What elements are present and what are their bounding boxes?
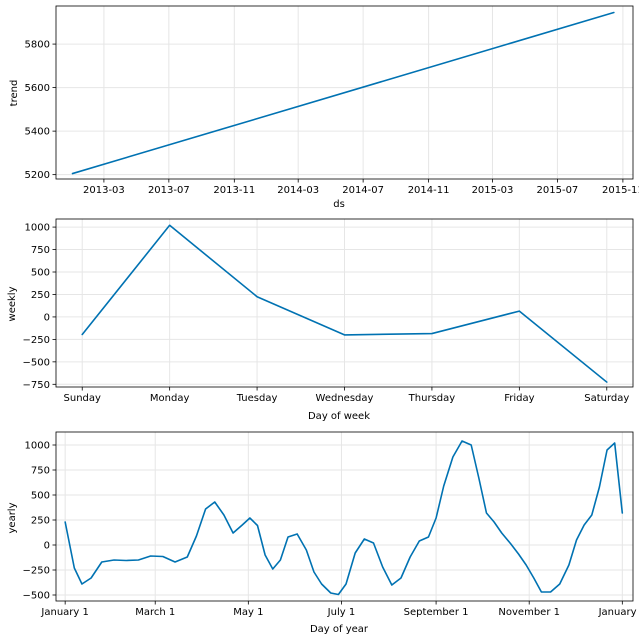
yearly-x-ticks: January 1 March 1 May 1 July 1 September 1 No… bbox=[40, 601, 639, 618]
x-tick-label: 2015-11 bbox=[602, 185, 639, 196]
y-tick-label: −250 bbox=[23, 566, 50, 577]
series-line bbox=[71, 11, 615, 175]
x-tick-label: 2013-11 bbox=[213, 185, 255, 196]
trend-panel: 2013-03 2013-07 2013-11 2014-03 2014-07 2014-… bbox=[9, 5, 639, 210]
y-tick-label: −500 bbox=[23, 591, 50, 602]
yearly-plot-frame bbox=[55, 431, 634, 602]
trend-x-ticks: 2013-03 2013-07 2013-11 2014-03 2014-07 2014-… bbox=[83, 179, 639, 196]
x-tick-label: Sunday bbox=[64, 393, 101, 404]
x-tick-label: Saturday bbox=[584, 393, 629, 404]
weekly-panel: Sunday Monday Tuesday Wednesday Thursday Frid… bbox=[7, 218, 634, 422]
weekly-x-axis-label: Day of week bbox=[308, 411, 370, 422]
yearly-grid bbox=[56, 432, 633, 601]
x-tick-label: March 1 bbox=[135, 607, 175, 618]
yearly-x-axis-label: Day of year bbox=[310, 624, 369, 635]
x-tick-label: Tuesday bbox=[236, 393, 278, 404]
trend-y-axis-label: trend bbox=[9, 80, 20, 107]
y-tick-label: 750 bbox=[31, 466, 50, 477]
y-tick-label: −250 bbox=[23, 335, 50, 346]
trend-grid bbox=[56, 6, 633, 179]
y-tick-label: −750 bbox=[23, 380, 50, 391]
x-tick-label: November 1 bbox=[498, 607, 560, 618]
x-tick-label: 2014-11 bbox=[408, 185, 450, 196]
y-tick-label: 5800 bbox=[25, 40, 50, 51]
weekly-series bbox=[81, 224, 608, 383]
y-tick-label: 500 bbox=[31, 268, 50, 279]
y-tick-label: −500 bbox=[23, 357, 50, 368]
x-tick-label: Monday bbox=[150, 393, 190, 404]
x-tick-label: 2015-07 bbox=[537, 185, 579, 196]
trend-x-axis-label: ds bbox=[333, 199, 345, 210]
y-tick-label: 0 bbox=[44, 312, 50, 323]
weekly-y-ticks: 1000 750 500 250 0 −250 −500 −750 bbox=[23, 223, 56, 391]
x-tick-label: July 1 bbox=[327, 607, 356, 618]
y-tick-label: 250 bbox=[31, 516, 50, 527]
x-tick-label: May 1 bbox=[233, 607, 263, 618]
yearly-panel: January 1 March 1 May 1 July 1 September 1 No… bbox=[7, 431, 639, 635]
y-tick-label: 5200 bbox=[25, 170, 50, 181]
yearly-y-ticks: 1000 750 500 250 0 −250 −500 bbox=[23, 441, 56, 602]
x-tick-label: Wednesday bbox=[316, 393, 374, 404]
series-line bbox=[81, 224, 608, 383]
x-tick-label: 2014-03 bbox=[277, 185, 319, 196]
series-line bbox=[64, 440, 624, 596]
y-tick-label: 1000 bbox=[25, 441, 50, 452]
weekly-x-ticks: Sunday Monday Tuesday Wednesday Thursday Frid… bbox=[64, 387, 629, 404]
y-tick-label: 5600 bbox=[25, 83, 50, 94]
y-tick-label: 5400 bbox=[25, 127, 50, 138]
x-tick-label: 2013-07 bbox=[148, 185, 190, 196]
x-tick-label: 2015-03 bbox=[472, 185, 514, 196]
y-tick-label: 500 bbox=[31, 491, 50, 502]
x-tick-label: Friday bbox=[504, 393, 534, 404]
y-tick-label: 1000 bbox=[25, 223, 50, 234]
yearly-series bbox=[64, 440, 624, 596]
x-tick-label: Thursday bbox=[408, 393, 456, 404]
x-tick-label: 2013-03 bbox=[83, 185, 125, 196]
x-tick-label: September 1 bbox=[404, 607, 469, 618]
weekly-y-axis-label: weekly bbox=[7, 286, 18, 321]
y-tick-label: 250 bbox=[31, 290, 50, 301]
trend-series bbox=[71, 11, 615, 175]
weekly-grid bbox=[56, 219, 633, 387]
y-tick-label: 750 bbox=[31, 245, 50, 256]
trend-plot-frame bbox=[55, 5, 634, 180]
x-tick-label: January 1 bbox=[40, 607, 88, 618]
x-tick-label: January 1 bbox=[598, 607, 639, 618]
y-tick-label: 0 bbox=[44, 541, 50, 552]
trend-y-ticks: 5200 5400 5600 5800 bbox=[25, 40, 56, 181]
x-tick-label: 2014-07 bbox=[342, 185, 384, 196]
yearly-y-axis-label: yearly bbox=[7, 502, 18, 533]
